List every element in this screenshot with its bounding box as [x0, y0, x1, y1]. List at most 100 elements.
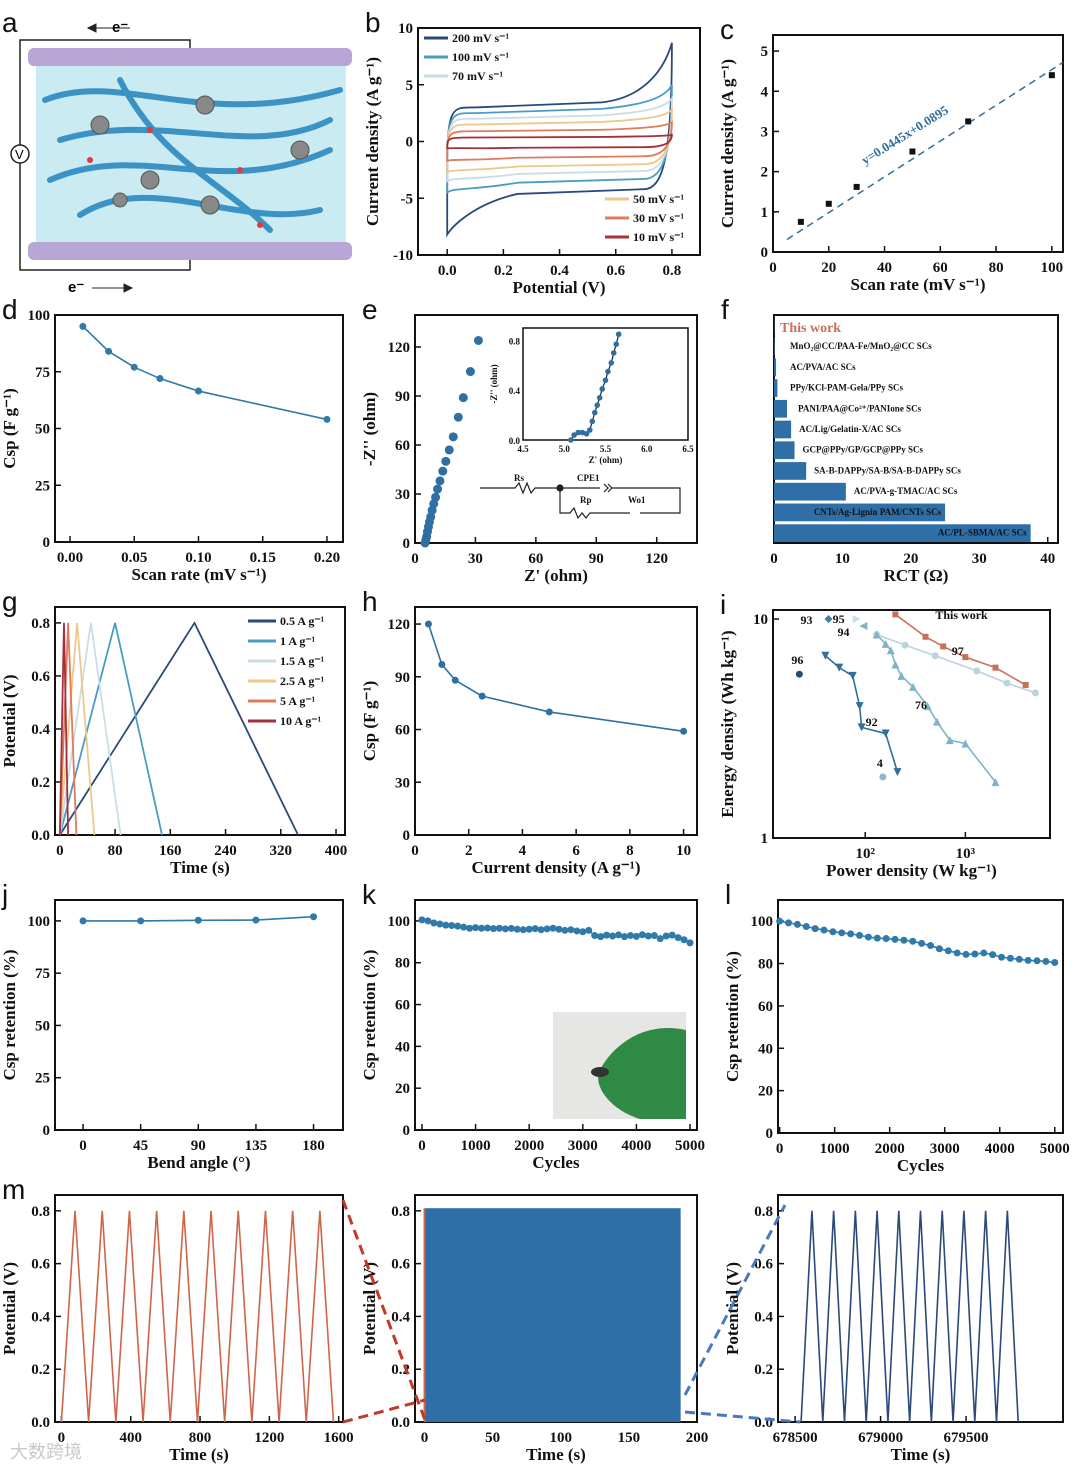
- panel-letter-a: a: [2, 7, 18, 38]
- data-point: [310, 913, 318, 921]
- y-tick-label: 0.2: [754, 1362, 773, 1378]
- y-tick-label: 40: [395, 1039, 410, 1055]
- y-tick-label: 1: [761, 205, 769, 221]
- y-axis-label: Potential (V): [0, 1262, 19, 1355]
- x-tick-label: 0: [58, 1430, 66, 1446]
- y-tick-label: 120: [388, 340, 411, 356]
- x-tick-label: 180: [302, 1138, 325, 1154]
- gcd-curve: [59, 621, 299, 836]
- plot-frame: [414, 314, 698, 544]
- data-point: [853, 183, 860, 190]
- x-axis-label: Cycles: [532, 1153, 580, 1172]
- y-tick-label: 50: [35, 1018, 50, 1034]
- panel-letter-j: j: [1, 879, 8, 910]
- x-tick-label: 4000: [621, 1138, 651, 1154]
- series-line: [427, 623, 684, 733]
- cv-curve: [446, 120, 673, 163]
- data-point: [620, 933, 628, 941]
- y-tick-label: 0.4: [31, 722, 50, 738]
- x-axis-label: Time (s): [170, 858, 230, 877]
- data-point: [674, 934, 682, 942]
- data-point: [543, 925, 551, 933]
- data-point: [1015, 955, 1023, 963]
- x-tick-label: 8: [626, 843, 634, 859]
- panel-letter-g: g: [2, 586, 18, 617]
- data-point: [603, 931, 611, 939]
- data-point: [893, 768, 902, 777]
- data-point: [483, 924, 491, 932]
- data-point: [901, 641, 909, 649]
- data-point: [1024, 956, 1032, 964]
- y-tick-label: 0.8: [31, 616, 50, 632]
- series-label: This work: [935, 608, 988, 622]
- data-point: [478, 924, 486, 932]
- data-point: [489, 925, 497, 933]
- panel-letter-d: d: [2, 294, 18, 325]
- x-tick-label: 1000: [461, 1138, 491, 1154]
- series-line: [824, 655, 899, 773]
- bar: [774, 524, 1031, 542]
- x-tick-label: 800: [189, 1430, 212, 1446]
- inset-data-point: [575, 429, 582, 436]
- bar-label: AC/PVA-g-TMAC/AC SCs: [854, 486, 958, 496]
- series-label: 97: [952, 644, 964, 658]
- data-point: [194, 387, 202, 395]
- inset-data-point: [583, 430, 590, 437]
- y-tick-label: 0.0: [31, 1415, 50, 1431]
- inset-data-point: [589, 418, 596, 425]
- series-label: 4: [877, 756, 883, 770]
- data-point: [824, 615, 833, 624]
- x-tick-label: 679000: [858, 1430, 903, 1446]
- data-point: [644, 932, 652, 940]
- data-point: [448, 922, 456, 930]
- x-tick-label: 30: [972, 551, 987, 567]
- y-tick-label: 0.4: [391, 1309, 410, 1325]
- plot-frame: [414, 899, 698, 1131]
- data-point: [156, 375, 164, 383]
- x-tick-label: 40: [1040, 551, 1055, 567]
- y-tick-label: 0: [761, 245, 769, 261]
- data-point: [855, 702, 864, 711]
- x-tick-label: 20: [903, 551, 918, 567]
- y-tick-label: 60: [395, 438, 410, 454]
- x-tick-label: 0.4: [550, 263, 569, 279]
- y-tick-label: 30: [395, 487, 410, 503]
- legend-label: 1 A g⁻¹: [280, 634, 316, 648]
- y-tick-label: 0.6: [391, 1257, 410, 1273]
- data-point: [991, 778, 1000, 787]
- panel-m1: 0 400 800 1200 1600 0.0 0.2 0.4 0.6 0.8 Time (s) Po…: [0, 1174, 354, 1464]
- data-point: [940, 643, 947, 650]
- inset-data-point: [594, 402, 601, 408]
- x-axis-label: RCT (Ω): [884, 566, 949, 585]
- y-tick-label: 100: [28, 914, 51, 930]
- y-tick-label: 0: [766, 1126, 774, 1142]
- data-point: [194, 916, 202, 924]
- voltmeter-icon: [10, 144, 30, 164]
- panel-f: 0 10 20 30 40 RCT (Ω) f This work MnO₂@CC/PAA-Fe…: [721, 294, 1059, 585]
- x-axis-label: Time (s): [526, 1445, 586, 1464]
- series-line: [82, 325, 328, 421]
- x-tick-label: 20: [821, 260, 836, 276]
- plot-frame: [54, 1194, 344, 1423]
- x-tick-label: 400: [325, 843, 348, 859]
- x-tick-label: 1200: [254, 1430, 284, 1446]
- plot-frame: [54, 606, 346, 836]
- data-point: [573, 927, 581, 935]
- x-tick-label: 10: [835, 551, 850, 567]
- panel-h: 0 2 4 6 8 10 0 30 60 90 120 Current density (A g⁻¹)…: [360, 586, 698, 877]
- data-point: [591, 932, 599, 940]
- data-point: [965, 118, 972, 125]
- x-tick-label: 1000: [820, 1141, 850, 1157]
- y-axis-label: Csp retention (%): [360, 950, 379, 1081]
- inset-y-tick-label: 0.4: [509, 386, 521, 396]
- data-point: [632, 932, 640, 940]
- data-point: [626, 932, 634, 940]
- legend-label: 5 A g⁻¹: [280, 694, 316, 708]
- y-axis-label: Potential (V): [0, 674, 19, 767]
- y-tick-label: 0.0: [391, 1415, 410, 1431]
- ions: [87, 127, 263, 228]
- y-axis-label: Csp retention (%): [723, 951, 742, 1082]
- y-tick-label: 0: [403, 828, 411, 844]
- panel-letter-i: i: [720, 589, 726, 620]
